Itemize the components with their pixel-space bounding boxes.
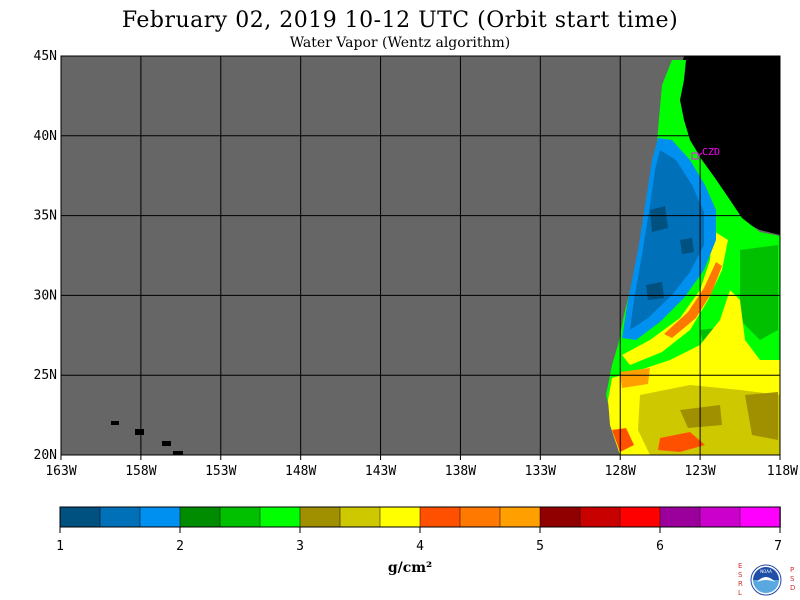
colorbar-swatch [619, 506, 661, 528]
colorbar-swatch [579, 506, 621, 528]
logo-emblem-text: NOAA [760, 569, 772, 574]
image-subtitle: Water Vapor (Wentz algorithm) [289, 35, 511, 51]
lon-tick-label: 123W [684, 464, 715, 479]
land-mask [676, 56, 780, 235]
lon-tick-label: 153W [205, 464, 236, 479]
colorbar-tick-label: 2 [176, 539, 184, 554]
lat-tick-label: 20N [34, 448, 57, 463]
image-title: February 02, 2019 10-12 UTC (Orbit start… [121, 8, 679, 33]
colorbar-swatch [459, 506, 501, 528]
lon-tick-label: 143W [365, 464, 396, 479]
colorbar-unit: g/cm² [387, 560, 433, 576]
colorbar-swatch [299, 506, 341, 528]
colorbar-swatch [339, 506, 381, 528]
lon-tick-label: 118W [767, 464, 798, 479]
lon-tick-label: 158W [125, 464, 156, 479]
colorbar-swatch [419, 506, 461, 528]
colorbar-swatch [99, 506, 141, 528]
lat-lon-grid [61, 56, 780, 455]
colorbar [59, 506, 781, 528]
colorbar-tick-label: 1 [56, 539, 64, 554]
colorbar-tick-label: 6 [656, 539, 664, 554]
lat-tick-label: 35N [34, 209, 57, 224]
colorbar-tick-label: 4 [416, 539, 424, 554]
colorbar-swatch [659, 506, 701, 528]
swath-orange-ribbon [664, 262, 722, 338]
lon-tick-label: 133W [525, 464, 556, 479]
station-label: CZD [702, 147, 720, 158]
colorbar-swatch [259, 506, 301, 528]
lat-tick-label: 25N [34, 368, 57, 383]
lon-tick-label: 128W [605, 464, 636, 479]
lat-tick-label: 40N [34, 129, 57, 144]
swath-blue-darkest [646, 206, 694, 300]
lon-tick-label: 148W [285, 464, 316, 479]
hawaiian-islands [111, 421, 183, 455]
swath-orange-patch [620, 368, 650, 388]
colorbar-swatch [179, 506, 221, 528]
colorbar-swatch [699, 506, 741, 528]
colorbar-swatch [219, 506, 261, 528]
colorbar-swatch [739, 506, 781, 528]
lon-tick-label: 163W [45, 464, 76, 479]
station-marker: CZD [691, 147, 720, 160]
swath-orange-south [612, 428, 705, 452]
lon-tick-label: 138W [445, 464, 476, 479]
colorbar-swatch [499, 506, 541, 528]
colorbar-swatch [539, 506, 581, 528]
colorbar-swatch [59, 506, 101, 528]
colorbar-tick-label: 7 [774, 539, 782, 554]
lat-tick-label: 45N [34, 49, 57, 64]
colorbar-tick-label: 5 [536, 539, 544, 554]
swath-olive-dark [680, 392, 778, 440]
colorbar-tick-label: 3 [296, 539, 304, 554]
colorbar-swatch [379, 506, 421, 528]
colorbar-swatch [139, 506, 181, 528]
lat-tick-label: 30N [34, 288, 57, 303]
map-frame [60, 55, 781, 456]
